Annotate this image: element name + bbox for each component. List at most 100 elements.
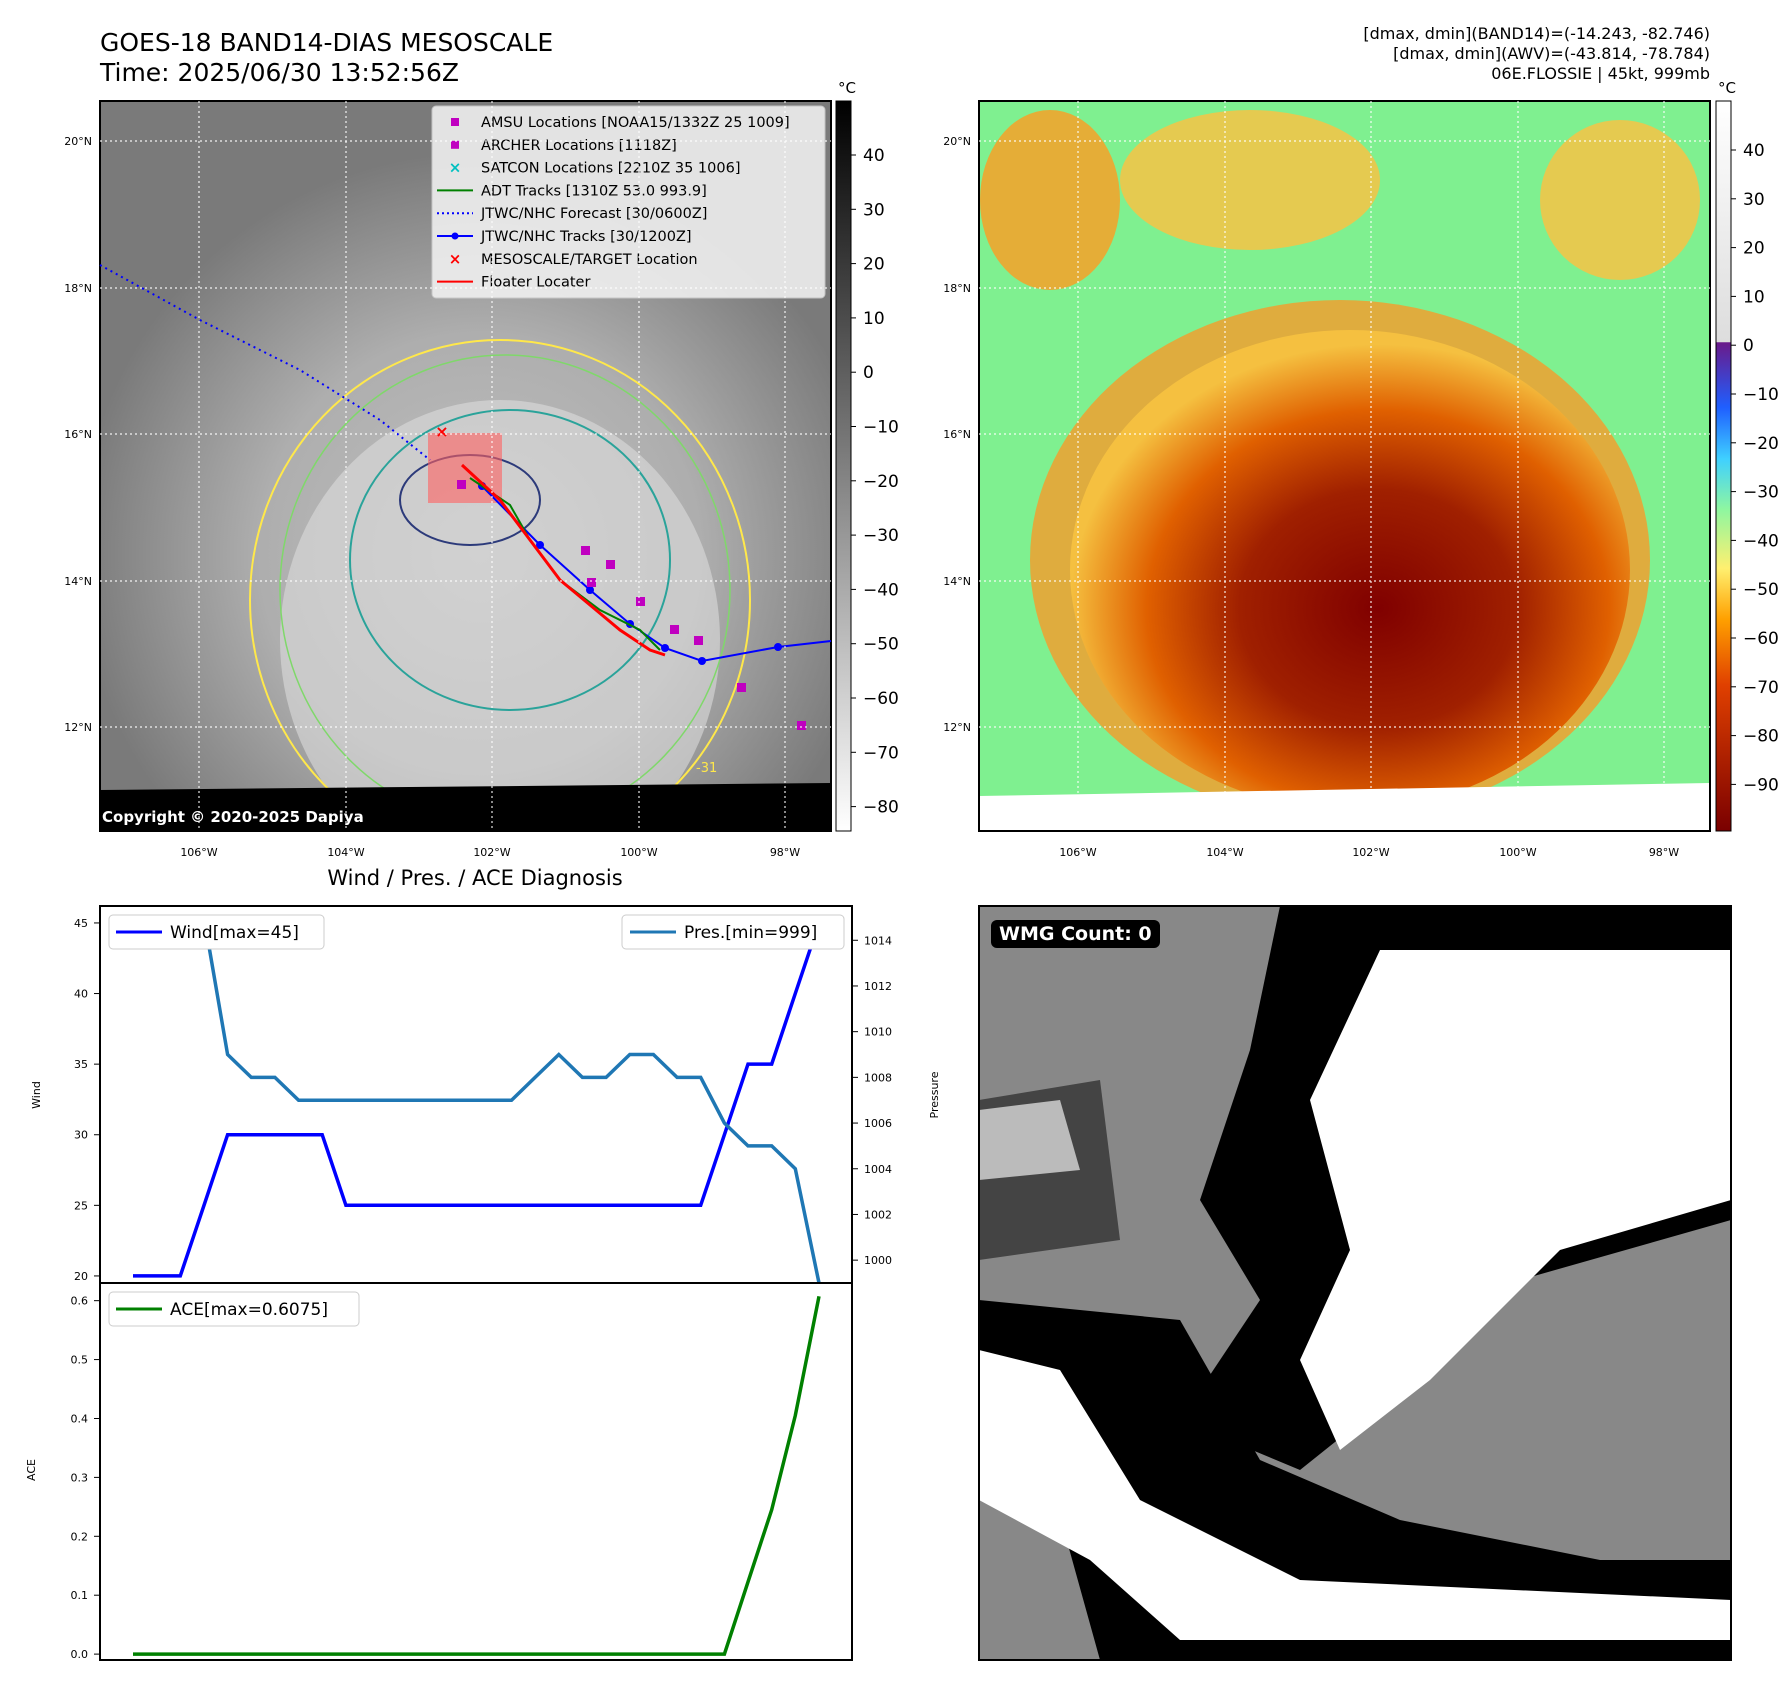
- ace-ytick-label: 0.0: [71, 1648, 89, 1661]
- lat-tick-label: 20°N: [64, 135, 92, 148]
- colorbar-tick-label: −80: [1743, 727, 1779, 747]
- lat-tick-label: 14°N: [64, 575, 92, 588]
- lat-tick-label: 16°N: [64, 428, 92, 441]
- legend-item: × SATCON Locations [2210Z 35 1006]: [449, 159, 741, 177]
- legend-label: JTWC/NHC Forecast [30/0600Z]: [480, 206, 707, 222]
- colorbar-tick-label: −40: [863, 580, 899, 600]
- lon-tick-label: 104°W: [327, 846, 364, 859]
- colorbar-tick-label: 30: [863, 200, 885, 220]
- legend-item: JTWC/NHC Forecast [30/0600Z]: [437, 206, 707, 222]
- lon-tick-label: 100°W: [620, 846, 657, 859]
- lat-tick-label: 16°N: [943, 428, 971, 441]
- wind-ytick-label: 30: [74, 1129, 88, 1142]
- pres-legend: [621, 914, 845, 950]
- legend-item: ADT Tracks [1310Z 53.0 993.9]: [437, 183, 707, 199]
- colorbar-gray-unit: °C: [838, 79, 856, 97]
- pres-ytick-label: 1002: [864, 1208, 892, 1221]
- legend-item: × MESOSCALE/TARGET Location: [449, 250, 698, 268]
- legend-item: AMSU Locations [NOAA15/1332Z 25 1009]: [451, 115, 790, 131]
- legend-x-marker: ×: [449, 250, 462, 268]
- colorbar-tick-label: 40: [1743, 141, 1765, 161]
- lon-tick-label: 104°W: [1206, 846, 1243, 859]
- legend-label: Floater Locater: [481, 275, 590, 291]
- lon-tick-label: 98°W: [770, 846, 800, 859]
- colorbar-tick-label: 20: [863, 255, 885, 275]
- colorbar-tick-label: 0: [863, 363, 874, 383]
- wmg-count-badge: WMG Count: 0: [991, 920, 1160, 948]
- lat-tick-label: 14°N: [943, 575, 971, 588]
- colorbar-tick-label: 0: [1743, 336, 1754, 356]
- wind-legend-label: Wind[max=45]: [170, 923, 299, 943]
- wind-series-line: [133, 922, 821, 1278]
- pres-ytick-label: 1008: [864, 1071, 892, 1084]
- ace-ytick-label: 0.1: [71, 1589, 89, 1602]
- contour-label: -31: [696, 761, 717, 776]
- colorbar-color-unit: °C: [1718, 79, 1736, 97]
- pres-ytick-label: 1012: [864, 980, 892, 993]
- colorbar-tick-label: −30: [863, 526, 899, 546]
- colorbar-tick-label: −90: [1743, 775, 1779, 795]
- right-map-frame: [978, 100, 1711, 832]
- jtwc-track-line: [481, 485, 832, 663]
- pres-ytick-label: 1010: [864, 1026, 892, 1039]
- colorbar-tick-label: −40: [1743, 531, 1779, 551]
- legend-label: MESOSCALE/TARGET Location: [481, 252, 698, 268]
- legend-label: ADT Tracks [1310Z 53.0 993.9]: [481, 183, 707, 199]
- legend-square-marker: [451, 140, 459, 149]
- pres-ytick-label: 1000: [864, 1254, 892, 1267]
- ace-ytick-label: 0.4: [71, 1412, 89, 1425]
- legend-label: JTWC/NHC Tracks [30/1200Z]: [480, 229, 692, 245]
- copyright-text: Copyright © 2020-2025 Dapiya: [102, 808, 364, 826]
- map-legend: [431, 105, 826, 299]
- colorbar-tick-label: 10: [1743, 287, 1765, 307]
- ace-ytick-label: 0.3: [71, 1471, 89, 1484]
- colorbar-tick-label: 20: [1743, 239, 1765, 259]
- colorbar-tick-label: −10: [863, 418, 899, 438]
- colorbar-tick-label: −60: [863, 689, 899, 709]
- colorbar-tick-label: −20: [863, 472, 899, 492]
- colorbar-tick-label: −50: [863, 635, 899, 655]
- colorbar-tick-label: −30: [1743, 483, 1779, 503]
- ace-ytick-label: 0.2: [71, 1530, 89, 1543]
- colorbar-tick-label: 30: [1743, 190, 1765, 210]
- legend-label: AMSU Locations [NOAA15/1332Z 25 1009]: [481, 115, 790, 131]
- wind-pres-axes: [99, 905, 853, 1284]
- colorbar-gray: [835, 100, 852, 832]
- legend-x-marker: ×: [449, 159, 462, 177]
- wind-ytick-label: 20: [74, 1270, 88, 1283]
- right-map: [979, 101, 1710, 831]
- ace-ylabel: ACE: [25, 1459, 38, 1481]
- stats-awv: [dmax, dmin](AWV)=(-43.814, -78.784): [1393, 44, 1710, 63]
- lon-tick-label: 106°W: [1059, 846, 1096, 859]
- ace-ytick-label: 0.6: [71, 1295, 89, 1308]
- pressure-ylabel: Pressure: [928, 1071, 941, 1118]
- wmg-panel: [978, 905, 1732, 1661]
- lon-tick-label: 102°W: [473, 846, 510, 859]
- colorbar-tick-label: −70: [1743, 678, 1779, 698]
- wind-ytick-label: 40: [74, 988, 88, 1001]
- storm-info: 06E.FLOSSIE | 45kt, 999mb: [1491, 64, 1710, 83]
- legend-square-marker: [451, 118, 459, 126]
- ace-series-line: [133, 1295, 821, 1656]
- colorbar-tick-label: −50: [1743, 580, 1779, 600]
- legend-dot: [451, 232, 459, 240]
- wind-ytick-label: 35: [74, 1058, 88, 1071]
- wind-ytick-label: 25: [74, 1199, 88, 1212]
- colorbar-tick-label: 40: [863, 146, 885, 166]
- pres-ytick-label: 1006: [864, 1117, 892, 1130]
- pres-ytick-label: 1004: [864, 1163, 892, 1176]
- figure-time: Time: 2025/06/30 13:52:56Z: [99, 58, 459, 87]
- wind-legend: [108, 914, 325, 950]
- lat-tick-label: 18°N: [943, 282, 971, 295]
- lon-tick-label: 106°W: [180, 846, 217, 859]
- lon-tick-label: 98°W: [1649, 846, 1679, 859]
- lon-tick-label: 102°W: [1352, 846, 1389, 859]
- ace-legend: [108, 1291, 360, 1327]
- lat-tick-label: 12°N: [943, 721, 971, 734]
- mesoscale-target-marker: ×: [435, 422, 448, 441]
- pressure-series-line: [133, 915, 821, 1284]
- lat-tick-label: 12°N: [64, 721, 92, 734]
- pres-ytick-label: 1014: [864, 934, 892, 947]
- legend-item: Floater Locater: [437, 275, 590, 291]
